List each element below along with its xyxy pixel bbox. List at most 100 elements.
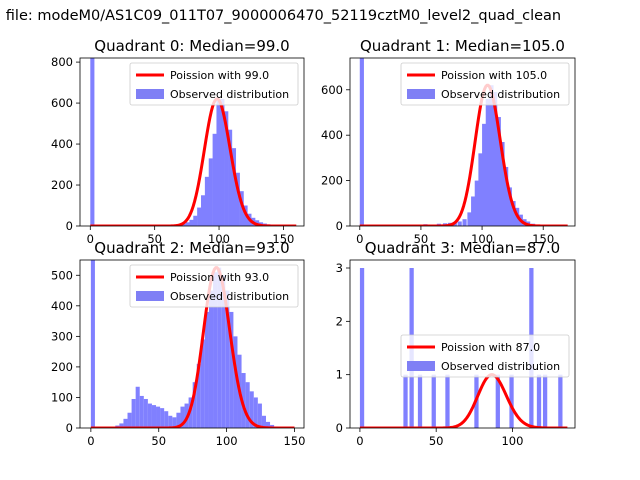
hist-bar	[131, 398, 136, 428]
hist-bar	[511, 201, 516, 226]
hist-bar	[180, 406, 185, 428]
legend-entry-hist: Observed distribution	[441, 88, 560, 101]
hist-bar	[201, 195, 206, 226]
x-tick-label: 50	[414, 232, 429, 246]
y-tick-label: 0	[336, 421, 343, 435]
hist-bar	[265, 421, 271, 428]
hist-bar	[359, 268, 365, 428]
y-tick-label: 200	[51, 178, 73, 192]
hist-bar	[208, 158, 213, 226]
legend: Poission with 87.0 Observed distribution	[400, 334, 570, 378]
legend-entry-curve: Poission with 93.0	[170, 271, 269, 284]
y-tick-label: 800	[51, 55, 73, 69]
legend: Poission with 93.0 Observed distribution	[129, 264, 299, 308]
hist-bar	[474, 180, 479, 226]
legend-bar-swatch	[136, 89, 164, 99]
plot-area	[90, 58, 297, 226]
y-tick-label: 200	[321, 174, 343, 188]
hist-bar	[493, 92, 498, 226]
hist-bar	[139, 395, 144, 428]
poisson-curve	[359, 83, 568, 226]
panel-3: 0 50 100 0 1 2 3 Quadrant 3: Median=87.0 Poissio…	[336, 239, 576, 448]
hist-bar	[500, 142, 505, 226]
y-tick-label: 200	[51, 360, 73, 374]
y-tick-label: 2	[336, 314, 343, 328]
hist-bar	[216, 101, 221, 226]
y-tick-label: 400	[51, 137, 73, 151]
hist-bar	[185, 222, 190, 226]
legend-box	[400, 334, 570, 378]
legend-bar-swatch	[407, 361, 435, 371]
legend-bar-swatch	[136, 291, 164, 301]
x-tick-label: 100	[216, 434, 238, 448]
y-tick-label: 0	[66, 421, 73, 435]
hist-bar	[229, 311, 234, 428]
figure-suptitle: n file: modeM0/AS1C09_011T07_9000006470_…	[0, 8, 561, 24]
hist-bar	[193, 215, 198, 226]
axes-frame	[79, 57, 305, 227]
hist-bar	[253, 397, 258, 428]
hist-bar	[143, 398, 148, 428]
y-tick-label: 1	[336, 368, 343, 382]
hist-bar	[213, 272, 218, 428]
panel-2: 0 50 100 150 0 100 200 300 400 500 Quadrant 2: Med…	[51, 239, 305, 448]
hist-bar	[489, 85, 494, 226]
hist-bar	[233, 336, 238, 428]
panel-title: Quadrant 2: Median=93.0	[94, 239, 289, 257]
x-tick-label: 150	[284, 434, 306, 448]
x-tick-label: 50	[429, 434, 444, 448]
hist-bar	[196, 363, 201, 428]
hist-bar	[147, 403, 152, 428]
y-tick-label: 400	[321, 128, 343, 142]
hist-bar	[495, 374, 500, 428]
y-tick-label: 3	[336, 261, 343, 275]
y-tick-label: 100	[51, 390, 73, 404]
hist-bar	[417, 374, 423, 428]
hist-bar	[482, 123, 487, 226]
hist-bar	[200, 339, 205, 428]
x-tick-label: 0	[356, 434, 363, 448]
hist-bar	[471, 196, 476, 226]
hist-bar	[212, 133, 217, 226]
hist-bar	[431, 374, 436, 428]
hist-bar	[151, 405, 157, 428]
hist-bar	[261, 415, 266, 428]
hist-bar	[509, 374, 514, 428]
hist-bar	[189, 219, 194, 226]
plot-area	[359, 58, 568, 226]
legend-box	[400, 62, 570, 106]
hist-bar	[176, 412, 181, 428]
hist-bar	[457, 221, 462, 226]
hist-bar	[359, 58, 364, 226]
axes-frame	[349, 259, 576, 429]
hist-bar	[224, 111, 229, 226]
hist-bar	[257, 403, 262, 428]
hist-bar	[462, 219, 467, 226]
hist-bar	[235, 172, 240, 226]
hist-bar	[403, 374, 408, 428]
x-tick-label: 0	[87, 434, 94, 448]
legend-box	[129, 264, 299, 308]
hist-bar	[249, 391, 254, 428]
y-tick-label: 300	[51, 329, 73, 343]
legend: Poission with 99.0 Observed distribution	[129, 62, 299, 106]
panel-title: Quadrant 0: Median=99.0	[94, 37, 289, 55]
plot-area	[90, 260, 295, 428]
legend-entry-curve: Poission with 87.0	[441, 341, 540, 354]
y-tick-label: 600	[321, 83, 343, 97]
hist-bar	[123, 418, 128, 428]
legend-entry-hist: Observed distribution	[441, 360, 560, 373]
hist-bar	[156, 406, 161, 428]
legend-entry-curve: Poission with 105.0	[441, 69, 547, 82]
panel-title: Quadrant 1: Median=105.0	[360, 37, 565, 55]
hist-bar	[496, 117, 501, 226]
legend: Poission with 105.0 Observed distribution	[400, 62, 570, 106]
hist-bar	[241, 373, 246, 428]
hist-bar	[204, 311, 209, 428]
hist-bar	[172, 417, 177, 428]
hist-bar	[231, 148, 237, 226]
x-tick-label: 50	[147, 232, 162, 246]
legend-box	[129, 62, 299, 106]
legend-entry-hist: Observed distribution	[170, 290, 289, 303]
